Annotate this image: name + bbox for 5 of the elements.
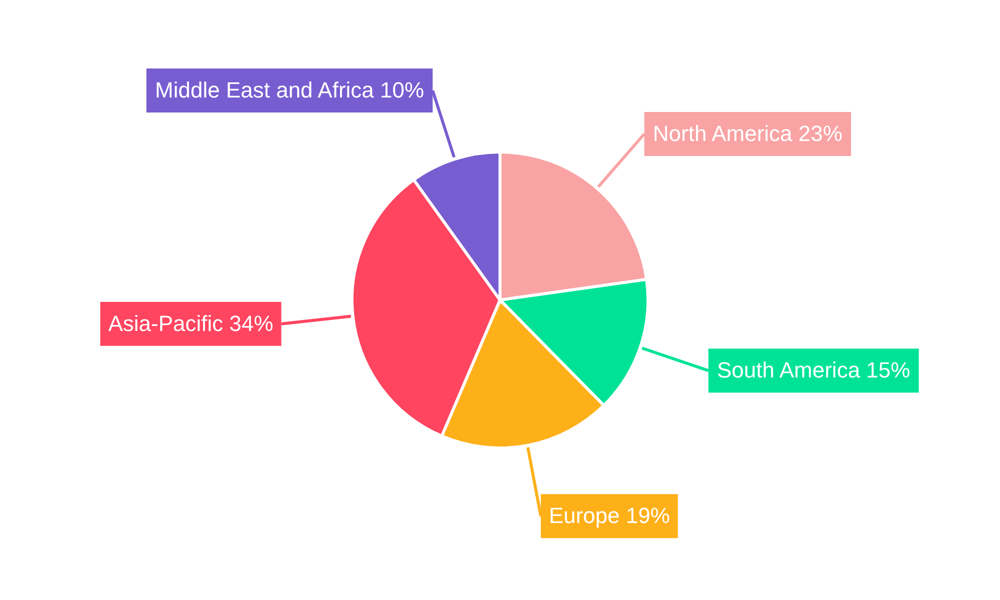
slice-label: South America 15% <box>716 358 910 383</box>
slice-label: Asia-Pacific 34% <box>108 310 274 336</box>
slice-label: North America 23% <box>652 120 842 146</box>
slice-label: Europe 19% <box>548 503 670 528</box>
slice-label: Middle East and Africa 10% <box>155 78 424 103</box>
